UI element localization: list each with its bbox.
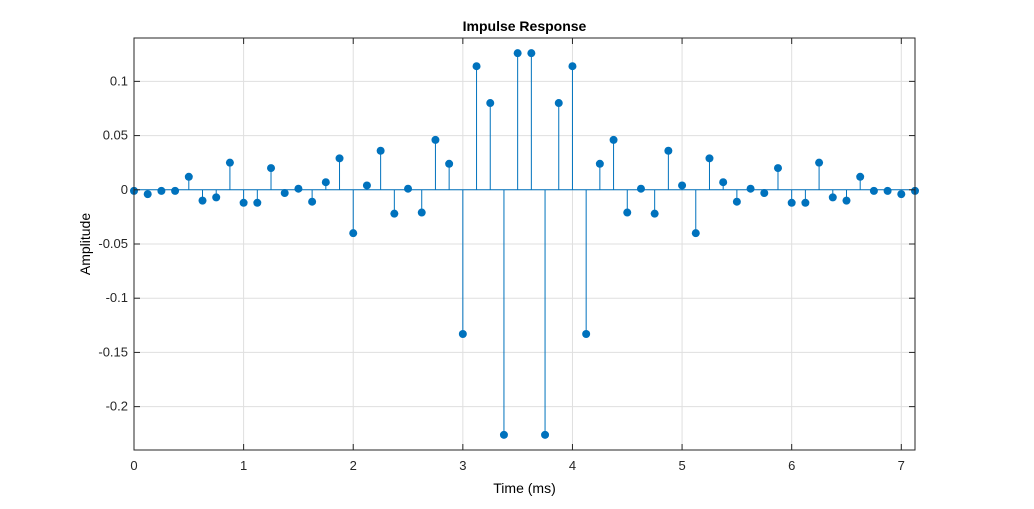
y-axis-label: Amplitude [77,213,93,275]
stem-marker [253,198,262,207]
stem-marker [554,99,563,108]
stem-marker [773,164,782,173]
y-tick-label: -0.05 [98,236,128,251]
y-tick-label: 0.05 [103,128,128,143]
stem-marker [225,158,234,167]
stem-marker [842,196,851,205]
stem-marker [883,186,892,195]
stem-marker [198,196,207,205]
stem-marker [609,135,618,144]
stem-marker [445,159,454,168]
stem-marker [705,154,714,163]
x-tick-label: 3 [459,458,466,473]
stem-marker [472,62,481,71]
stem-marker [719,178,728,187]
stem-marker [143,190,152,199]
stem-marker [623,208,632,217]
stem-marker [486,99,495,108]
stem-marker [897,190,906,199]
stem-marker [568,62,577,71]
x-tick-label: 5 [678,458,685,473]
x-tick-labels: 0 1 2 3 4 5 6 7 [130,458,905,473]
y-tick-label: -0.15 [98,344,128,359]
x-tick-label: 1 [240,458,247,473]
stem-markers [130,49,919,439]
stem-marker [184,172,193,181]
stem-marker [746,184,755,193]
stem-marker [869,186,878,195]
stem-marker [856,172,865,181]
stem-marker [390,209,399,218]
x-tick-label: 0 [130,458,137,473]
axis-ticks [133,38,915,450]
x-tick-label: 7 [898,458,905,473]
chart-title: Impulse Response [463,18,587,34]
stem-marker [212,193,221,202]
stem-marker [815,158,824,167]
stem-marker [650,209,659,218]
stem-marker [239,198,248,207]
stem-marker [335,154,344,163]
x-tick-label: 4 [569,458,576,473]
x-axis-label: Time (ms) [493,480,555,496]
stem-marker [828,193,837,202]
stem-marker [417,208,426,217]
stem-marker [513,49,522,58]
stem-marker [595,159,604,168]
stem-marker [458,329,467,338]
stem-marker [376,146,385,155]
y-tick-label: -0.2 [106,399,128,414]
stem-marker [171,186,180,195]
y-tick-label: 0 [121,182,128,197]
stem-marker [431,135,440,144]
x-tick-label: 2 [350,458,357,473]
y-tick-labels: 0.1 0.05 0 -0.05 -0.1 -0.15 -0.2 [98,73,128,413]
stem-marker [678,181,687,190]
stem-marker [321,178,330,187]
stem-marker [280,189,289,198]
stem-marker [527,49,536,58]
stem-marker [404,184,413,193]
stem-marker [308,197,317,206]
stem-marker [760,189,769,198]
stem-marker [499,430,508,439]
stem-marker [294,184,303,193]
stem-marker [541,430,550,439]
stem-marker [362,181,371,190]
stem-marker [636,184,645,193]
y-tick-label: -0.1 [106,290,128,305]
stem-marker [664,146,673,155]
y-tick-label: 0.1 [110,73,128,88]
stem-marker [732,197,741,206]
stem-marker [582,329,591,338]
stem-marker [787,198,796,207]
stem-marker [157,186,166,195]
stem-marker [267,164,276,173]
x-tick-label: 6 [788,458,795,473]
stem-marker [691,229,700,238]
stem-marker [801,198,810,207]
stem-marker [349,229,358,238]
